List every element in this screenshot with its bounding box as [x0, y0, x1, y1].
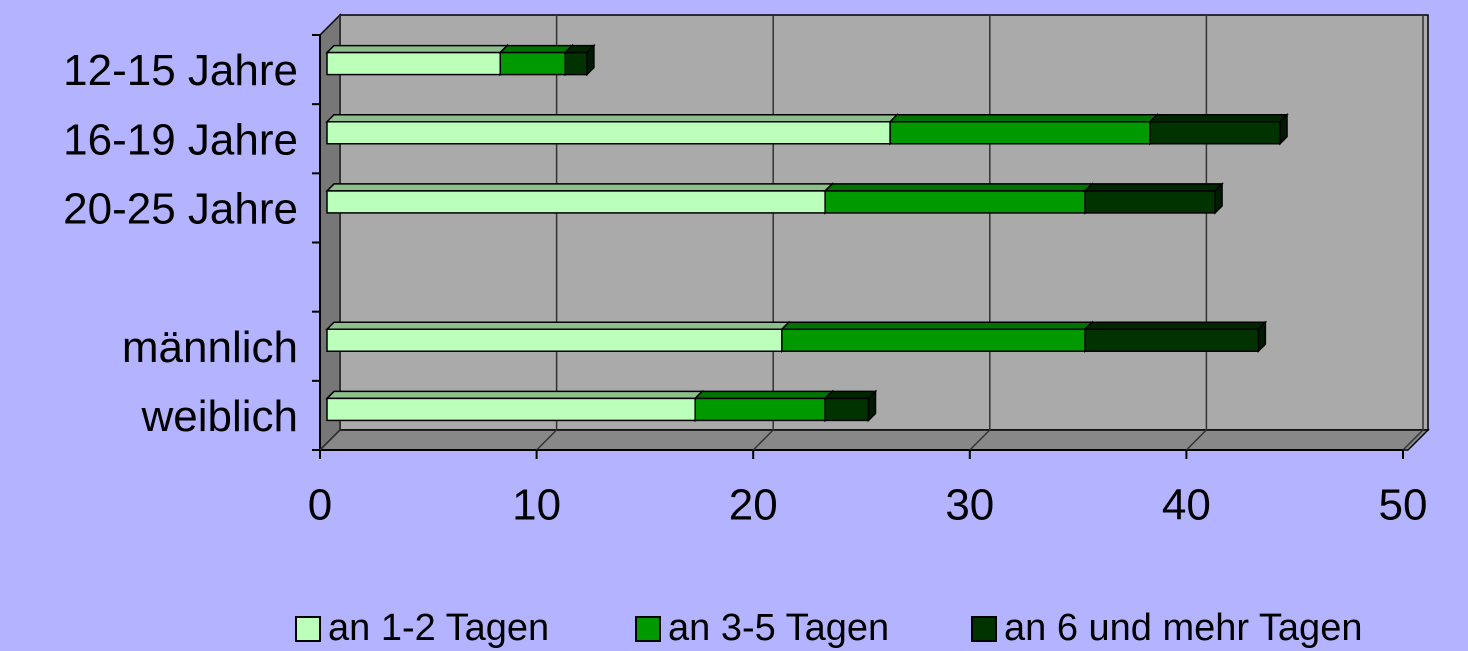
grid-line: [969, 15, 991, 451]
bar: [889, 121, 1151, 145]
bar: [781, 328, 1086, 352]
bar-top: [693, 390, 834, 400]
legend-swatch: [295, 616, 321, 642]
grid-line: [1185, 15, 1208, 451]
bar-top: [780, 321, 1094, 330]
bar: [1084, 190, 1216, 214]
bar: [824, 397, 870, 422]
bar: [1149, 121, 1281, 145]
bar: [824, 190, 1086, 214]
bar-top: [325, 321, 791, 330]
y-tick-label: 20-25 Jahre: [63, 185, 298, 234]
legend-swatch: [971, 616, 997, 642]
bar-top: [1083, 183, 1224, 192]
bar: [326, 190, 826, 214]
bar-top: [498, 44, 575, 54]
bar: [564, 51, 588, 76]
x-tick-label: 10: [512, 481, 561, 530]
bar-top: [325, 44, 510, 54]
bar: [1084, 328, 1260, 352]
bar: [326, 397, 696, 422]
floor: [318, 429, 1430, 451]
bar: [499, 51, 567, 76]
x-tick-label: 20: [729, 481, 778, 530]
bar: [694, 397, 826, 422]
bar-top: [325, 390, 705, 400]
back-wall: [339, 14, 1429, 431]
legend-label: an 1-2 Tagen: [328, 607, 549, 649]
bar-top: [325, 114, 899, 123]
grid-line: [1402, 15, 1424, 451]
legend-label: an 6 und mehr Tagen: [1004, 607, 1362, 649]
y-tick-label: 12-15 Jahre: [63, 46, 298, 95]
bar-top: [1083, 321, 1268, 330]
bar: [326, 328, 783, 352]
y-tick-label: 16-19 Jahre: [63, 115, 298, 164]
x-tick-label: 30: [945, 481, 994, 530]
side-wall: [319, 13, 341, 452]
y-tick-label: männlich: [122, 323, 298, 372]
bar-top: [888, 114, 1159, 123]
bar-top: [325, 183, 834, 192]
bar-top: [823, 390, 878, 400]
bar: [326, 121, 891, 145]
grid-line: [536, 15, 558, 451]
legend-swatch: [635, 616, 661, 642]
legend-label: an 3-5 Tagen: [668, 607, 889, 649]
bar-top: [823, 183, 1094, 192]
bar: [326, 51, 502, 76]
x-tick-label: 0: [308, 481, 332, 530]
bar-top: [1148, 114, 1289, 123]
x-tick-label: 40: [1162, 481, 1211, 530]
y-tick-label: weiblich: [140, 392, 298, 441]
x-tick-label: 50: [1379, 481, 1428, 530]
grid-line: [319, 15, 341, 451]
grid-line: [752, 15, 774, 451]
